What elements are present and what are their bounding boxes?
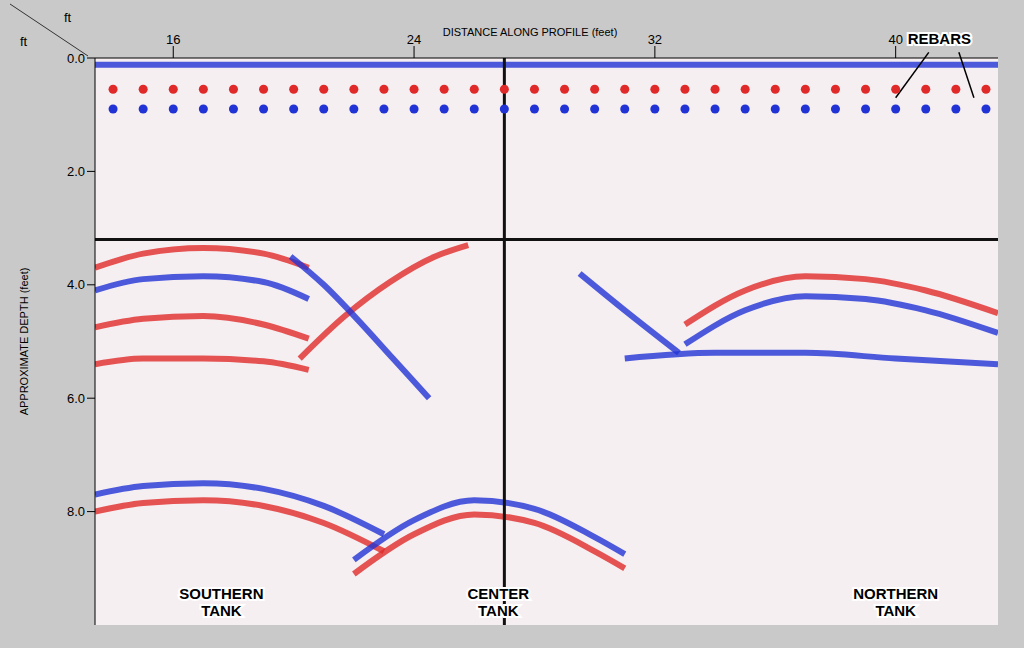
- svg-text:4.0: 4.0: [67, 277, 85, 292]
- svg-text:32: 32: [648, 32, 662, 47]
- svg-text:2.0: 2.0: [67, 164, 85, 179]
- svg-text:6.0: 6.0: [67, 391, 85, 406]
- svg-text:APPROXIMATE DEPTH (feet): APPROXIMATE DEPTH (feet): [18, 268, 30, 416]
- html-text:ft: ft: [64, 10, 72, 25]
- svg-text:24: 24: [407, 32, 421, 47]
- svg-text:40: 40: [888, 32, 902, 47]
- html-text:DISTANCE ALONG PROFILE (feet): DISTANCE ALONG PROFILE (feet): [442, 26, 618, 38]
- svg-text:0.0: 0.0: [67, 51, 85, 66]
- svg-text:NORTHERNTANK: NORTHERNTANK: [853, 585, 938, 619]
- svg-text:REBARS: REBARS: [908, 30, 971, 47]
- svg-text:16: 16: [166, 32, 180, 47]
- svg-text:CENTERTANK: CENTERTANK: [468, 585, 530, 619]
- html-text:ft: ft: [20, 34, 28, 49]
- svg-text:8.0: 8.0: [67, 504, 85, 519]
- svg-text:SOUTHERNTANK: SOUTHERNTANK: [179, 585, 263, 619]
